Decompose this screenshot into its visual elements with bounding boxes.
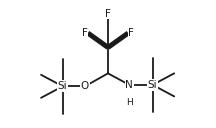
- Text: O: O: [81, 81, 89, 91]
- Text: H: H: [126, 98, 133, 107]
- Text: N: N: [125, 80, 133, 90]
- Text: Si: Si: [58, 81, 67, 91]
- Text: Si: Si: [148, 80, 157, 90]
- Text: F: F: [105, 9, 111, 19]
- Text: F: F: [128, 28, 134, 38]
- Text: F: F: [82, 28, 88, 38]
